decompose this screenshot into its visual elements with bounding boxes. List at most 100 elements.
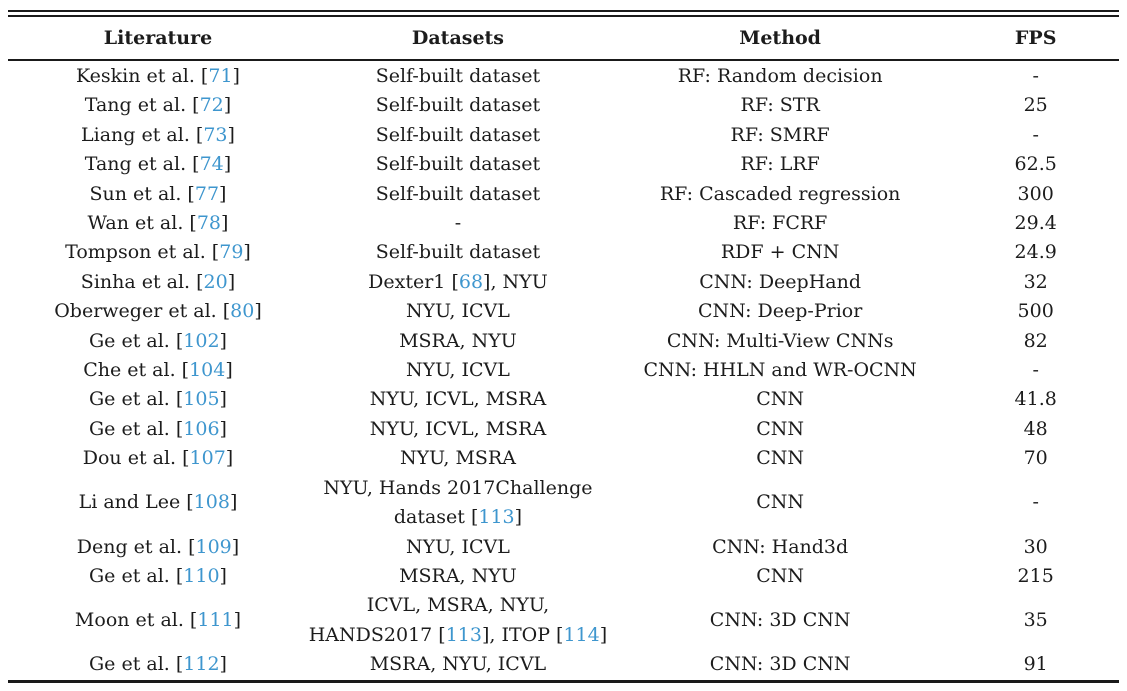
- literature-cell: Sun et al. [77]: [89, 182, 227, 205]
- table-body: Keskin et al. [71] Self-built dataset RF…: [8, 60, 1119, 681]
- table-row: Tang et al. [74] Self-built dataset RF: …: [8, 150, 1119, 179]
- citation-link[interactable]: 74: [199, 153, 224, 176]
- fps-cell: 35: [1023, 609, 1048, 632]
- citation-link[interactable]: 71: [208, 65, 233, 87]
- citation-link[interactable]: 108: [193, 491, 230, 514]
- datasets-cell: MSRA, NYU, ICVL: [369, 653, 547, 676]
- header-row: Literature Datasets Method FPS: [8, 16, 1119, 61]
- citation-link[interactable]: 105: [183, 388, 220, 411]
- literature-cell: Deng et al. [109]: [76, 535, 240, 558]
- column-header-method: Method: [607, 16, 953, 61]
- table-row: Ge et al. [112] MSRA, NYU, ICVL CNN: 3D …: [8, 650, 1119, 681]
- datasets-cell: Dexter1 [68], NYU: [368, 270, 548, 293]
- datasets-cell: NYU, Hands 2017Challenge dataset [113]: [323, 476, 593, 529]
- fps-cell: 41.8: [1014, 388, 1057, 411]
- citation-link[interactable]: 20: [203, 270, 228, 293]
- literature-cell: Che et al. [104]: [83, 359, 233, 382]
- table-row: Liang et al. [73] Self-built dataset RF:…: [8, 121, 1119, 150]
- citation-link[interactable]: 78: [196, 212, 222, 235]
- citation-link[interactable]: 109: [195, 535, 232, 558]
- table-row: Sun et al. [77] Self-built dataset RF: C…: [8, 180, 1119, 209]
- method-cell: RF: Cascaded regression: [659, 182, 901, 205]
- table-row: Ge et al. [110] MSRA, NYU CNN 215: [8, 562, 1119, 591]
- datasets-cell: Self-built dataset: [375, 65, 541, 87]
- method-cell: RF: STR: [740, 94, 820, 117]
- citation-link[interactable]: 102: [183, 329, 220, 352]
- method-cell: RF: FCRF: [732, 212, 828, 235]
- fps-cell: -: [1032, 123, 1039, 146]
- table-row: Li and Lee [108] NYU, Hands 2017Challeng…: [8, 474, 1119, 533]
- fps-cell: 62.5: [1014, 153, 1057, 176]
- fps-cell: 300: [1017, 182, 1054, 205]
- method-cell: RDF + CNN: [720, 241, 840, 264]
- method-cell: CNN: Hand3d: [712, 535, 849, 558]
- literature-cell: Keskin et al. [71]: [75, 65, 240, 87]
- literature-cell: Tang et al. [74]: [84, 153, 232, 176]
- citation-link[interactable]: 110: [183, 564, 220, 587]
- literature-comparison-table: Literature Datasets Method FPS Keskin et…: [8, 15, 1119, 683]
- literature-cell: Ge et al. [110]: [89, 564, 227, 587]
- literature-cell: Moon et al. [111]: [74, 609, 242, 632]
- citation-link[interactable]: 80: [230, 300, 255, 323]
- fps-cell: 500: [1017, 300, 1054, 323]
- table-header: Literature Datasets Method FPS: [8, 16, 1119, 61]
- citation-link[interactable]: 79: [219, 241, 244, 264]
- citation-link[interactable]: 112: [183, 653, 220, 676]
- method-cell: RF: LRF: [740, 153, 820, 176]
- literature-cell: Liang et al. [73]: [81, 123, 235, 146]
- literature-cell: Ge et al. [102]: [89, 329, 227, 352]
- literature-cell: Li and Lee [108]: [78, 491, 238, 514]
- method-cell: RF: Random decision: [677, 65, 883, 87]
- datasets-cell: MSRA, NYU: [399, 329, 517, 352]
- literature-cell: Ge et al. [106]: [89, 417, 227, 440]
- datasets-cell: NYU, ICVL, MSRA: [369, 417, 547, 440]
- fps-cell: 48: [1023, 417, 1048, 440]
- column-header-fps: FPS: [952, 16, 1119, 61]
- table-row: Ge et al. [106] NYU, ICVL, MSRA CNN 48: [8, 415, 1119, 444]
- method-cell: CNN: Deep-Prior: [697, 300, 863, 323]
- fps-cell: -: [1032, 359, 1039, 382]
- citation-link[interactable]: 113: [478, 506, 515, 529]
- citation-link[interactable]: 72: [199, 94, 224, 117]
- literature-cell: Dou et al. [107]: [82, 447, 234, 470]
- citation-link[interactable]: 111: [197, 609, 234, 632]
- literature-cell: Oberweger et al. [80]: [54, 300, 262, 323]
- table-row: Deng et al. [109] NYU, ICVL CNN: Hand3d …: [8, 533, 1119, 562]
- method-cell: CNN: Multi-View CNNs: [666, 329, 894, 352]
- fps-cell: 24.9: [1014, 241, 1057, 264]
- citation-link[interactable]: 104: [189, 359, 226, 382]
- fps-cell: 70: [1023, 447, 1048, 470]
- citation-link[interactable]: 114: [563, 623, 600, 646]
- citation-link[interactable]: 68: [458, 270, 484, 293]
- citation-link[interactable]: 107: [189, 447, 226, 470]
- citation-link[interactable]: 77: [194, 182, 220, 205]
- literature-cell: Tang et al. [72]: [84, 94, 232, 117]
- method-cell: CNN: [756, 564, 805, 587]
- datasets-cell: Self-built dataset: [375, 94, 541, 117]
- fps-cell: 25: [1023, 94, 1048, 117]
- fps-cell: 215: [1017, 564, 1054, 587]
- method-cell: CNN: 3D CNN: [709, 653, 851, 676]
- table-row: Che et al. [104] NYU, ICVL CNN: HHLN and…: [8, 356, 1119, 385]
- citation-link[interactable]: 113: [445, 623, 482, 646]
- paper-table-container: Literature Datasets Method FPS Keskin et…: [8, 10, 1119, 683]
- table-row: Tang et al. [72] Self-built dataset RF: …: [8, 91, 1119, 120]
- table-row: Wan et al. [78] - RF: FCRF 29.4: [8, 209, 1119, 238]
- fps-cell: -: [1032, 65, 1039, 87]
- table-row: Tompson et al. [79] Self-built dataset R…: [8, 238, 1119, 267]
- table-row: Dou et al. [107] NYU, MSRA CNN 70: [8, 444, 1119, 473]
- method-cell: CNN: DeepHand: [699, 270, 861, 293]
- datasets-cell: -: [454, 212, 462, 235]
- citation-link[interactable]: 73: [203, 123, 228, 146]
- column-header-datasets: Datasets: [307, 16, 608, 61]
- datasets-cell: Self-built dataset: [375, 241, 541, 264]
- citation-link[interactable]: 106: [183, 417, 220, 440]
- column-header-literature: Literature: [8, 16, 308, 61]
- method-cell: CNN: [756, 447, 805, 470]
- fps-cell: -: [1032, 491, 1039, 514]
- table-row: Ge et al. [105] NYU, ICVL, MSRA CNN 41.8: [8, 385, 1119, 414]
- datasets-cell: NYU, ICVL: [406, 535, 510, 558]
- datasets-cell: Self-built dataset: [375, 153, 541, 176]
- datasets-cell: ICVL, MSRA, NYU, HANDS2017 [113], ITOP [1…: [308, 594, 608, 646]
- literature-cell: Wan et al. [78]: [87, 212, 229, 235]
